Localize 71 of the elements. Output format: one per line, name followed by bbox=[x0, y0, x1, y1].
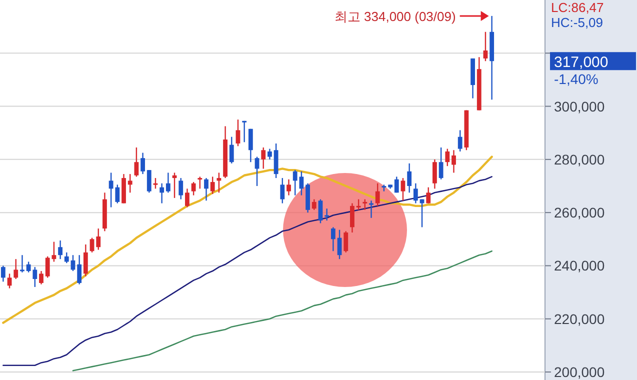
candlestick bbox=[210, 176, 215, 195]
candlestick bbox=[128, 173, 132, 194]
candlestick bbox=[375, 182, 380, 207]
candlestick bbox=[191, 181, 196, 196]
candlestick bbox=[413, 182, 418, 204]
candlestick bbox=[330, 226, 336, 252]
candlestick bbox=[286, 178, 291, 196]
candlestick bbox=[324, 208, 330, 222]
line-series bbox=[72, 250, 492, 372]
text: LC:86,47 bbox=[551, 0, 604, 15]
candlestick bbox=[254, 156, 260, 187]
candlestick bbox=[248, 128, 253, 163]
candlestick bbox=[280, 177, 285, 204]
candlestick bbox=[312, 198, 316, 211]
candlestick bbox=[407, 162, 412, 194]
candlestick bbox=[7, 273, 12, 289]
candlestick bbox=[166, 172, 170, 194]
candlestick bbox=[178, 177, 184, 200]
candlestick bbox=[356, 198, 361, 211]
candlestick bbox=[185, 188, 190, 208]
candlestick bbox=[64, 252, 69, 264]
candlestick bbox=[134, 146, 139, 178]
candlestick bbox=[160, 182, 164, 204]
candlestick bbox=[362, 198, 368, 211]
candlestick bbox=[242, 120, 247, 143]
candlestick bbox=[198, 176, 202, 190]
candlestick bbox=[153, 177, 158, 190]
text: HC:-5,09 bbox=[551, 15, 604, 30]
y-tick-label: 280,000 bbox=[554, 151, 605, 168]
candlestick bbox=[432, 158, 437, 190]
candlestick bbox=[268, 148, 272, 160]
candlestick bbox=[420, 198, 424, 228]
candlestick bbox=[0, 265, 6, 282]
candlestick bbox=[204, 177, 208, 202]
candlestick bbox=[229, 136, 234, 164]
candlestick bbox=[236, 118, 240, 147]
y-tick-label: 200,000 bbox=[554, 364, 605, 380]
candlestick bbox=[20, 254, 24, 273]
candlestick bbox=[394, 176, 399, 194]
candlestick bbox=[58, 240, 62, 260]
text: -1,40% bbox=[554, 71, 598, 88]
candlestick bbox=[344, 230, 348, 254]
candlestick bbox=[458, 130, 462, 152]
line-series bbox=[2, 156, 493, 324]
y-tick-label: 220,000 bbox=[554, 310, 605, 327]
candlestick bbox=[274, 142, 278, 179]
candlestick bbox=[369, 200, 374, 218]
candlestick bbox=[261, 146, 266, 170]
candlestick bbox=[146, 169, 152, 194]
candlestick bbox=[39, 270, 44, 285]
candlestick bbox=[140, 152, 145, 175]
candlestick bbox=[318, 198, 323, 224]
annotation: 최고 334,000 (03/09) bbox=[334, 8, 456, 24]
candlestick bbox=[400, 177, 406, 202]
y-tick-label: 300,000 bbox=[554, 98, 605, 114]
y-tick-label: 240,000 bbox=[554, 258, 605, 274]
candlestick bbox=[83, 244, 88, 277]
candlestick bbox=[452, 150, 456, 174]
text: 317,000 bbox=[554, 54, 608, 72]
candlestick bbox=[216, 172, 222, 194]
candlestick bbox=[438, 146, 444, 180]
y-tick-label: 260,000 bbox=[554, 204, 605, 221]
candlestick bbox=[445, 148, 450, 167]
candlestick bbox=[90, 237, 94, 254]
line-series bbox=[2, 176, 492, 366]
candlestick bbox=[350, 202, 354, 234]
candlestick bbox=[96, 228, 101, 250]
candlestick bbox=[77, 254, 82, 285]
candlestick bbox=[14, 258, 18, 280]
candlestick bbox=[483, 31, 488, 62]
candlestick bbox=[426, 186, 431, 204]
